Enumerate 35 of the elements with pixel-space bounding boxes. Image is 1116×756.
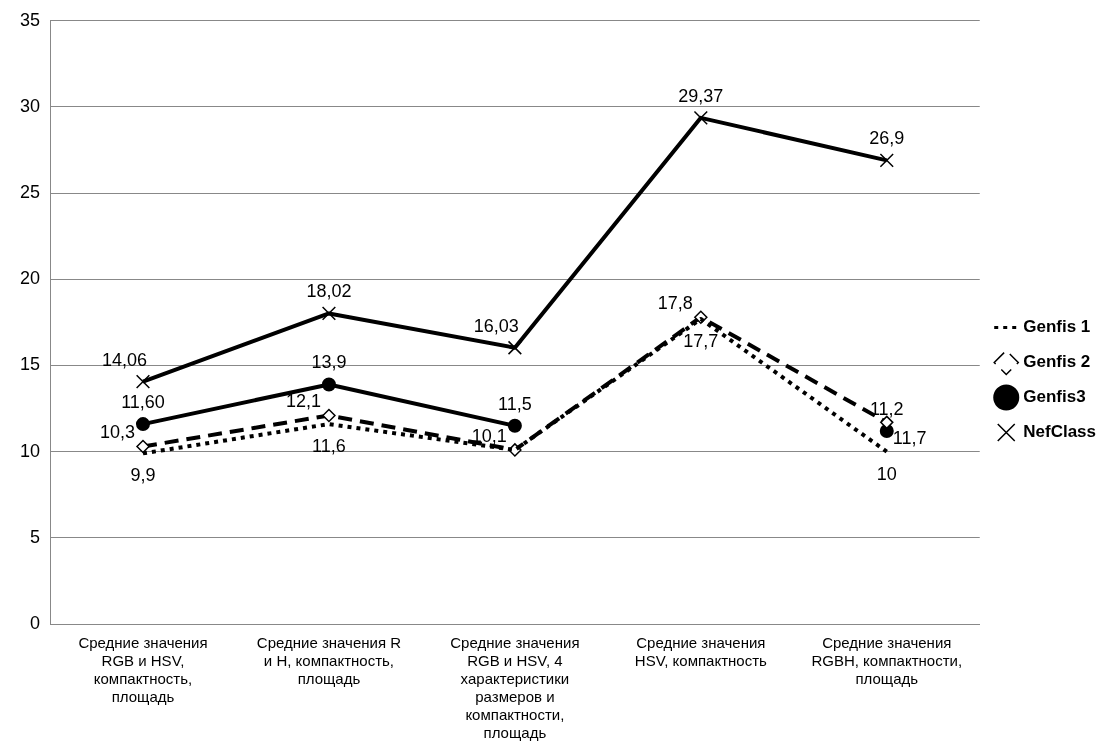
legend-label: NefClass (1023, 422, 1097, 442)
y-tick-label: 20 (19, 268, 41, 289)
data-label: 26,9 (869, 128, 905, 149)
data-label: 17,7 (683, 330, 719, 351)
y-tick-label: 0 (30, 612, 41, 633)
data-label: 11,2 (869, 398, 904, 419)
data-label: 13,9 (311, 352, 347, 373)
y-tick-label: 5 (30, 526, 41, 547)
legend-label: Genfis3 (1023, 387, 1086, 407)
legend-label: Genfis 1 (1023, 317, 1091, 337)
y-tick-label: 35 (19, 9, 41, 30)
data-label: 11,60 (121, 392, 165, 413)
data-label: 9,9 (130, 465, 156, 486)
data-label: 16,03 (473, 315, 519, 336)
data-label: 10,3 (99, 422, 135, 443)
y-tick-label: 25 (19, 182, 41, 203)
y-tick-label: 10 (19, 440, 41, 461)
x-tick-label: Средние значения RGB и HSV, компактность, площадь (78, 634, 208, 706)
data-label: 11,5 (498, 393, 532, 414)
legend-label: Genfis 2 (1023, 352, 1091, 372)
data-label: 18,02 (306, 281, 352, 302)
data-label: 10,1 (471, 425, 507, 446)
x-tick-label: Средние значения R и H, компактность, площадь (256, 634, 402, 688)
y-tick-label: 30 (19, 95, 41, 116)
data-label: 17,8 (657, 293, 693, 314)
data-label: 10 (876, 463, 897, 484)
data-label: 11,6 (312, 436, 346, 457)
data-label: 11,7 (892, 428, 927, 449)
y-tick-label: 15 (19, 354, 41, 375)
x-tick-label: Средние значения HSV, компактность (634, 634, 768, 670)
x-tick-label: Средние значения RGB и HSV, 4 характеристики размеров и компактности, площадь (450, 634, 580, 742)
x-tick-label: Средние значения RGBH, компактности, площадь (811, 634, 963, 688)
data-label: 14,06 (101, 349, 147, 370)
data-label: 12,1 (285, 391, 321, 412)
data-label: 29,37 (678, 85, 724, 106)
